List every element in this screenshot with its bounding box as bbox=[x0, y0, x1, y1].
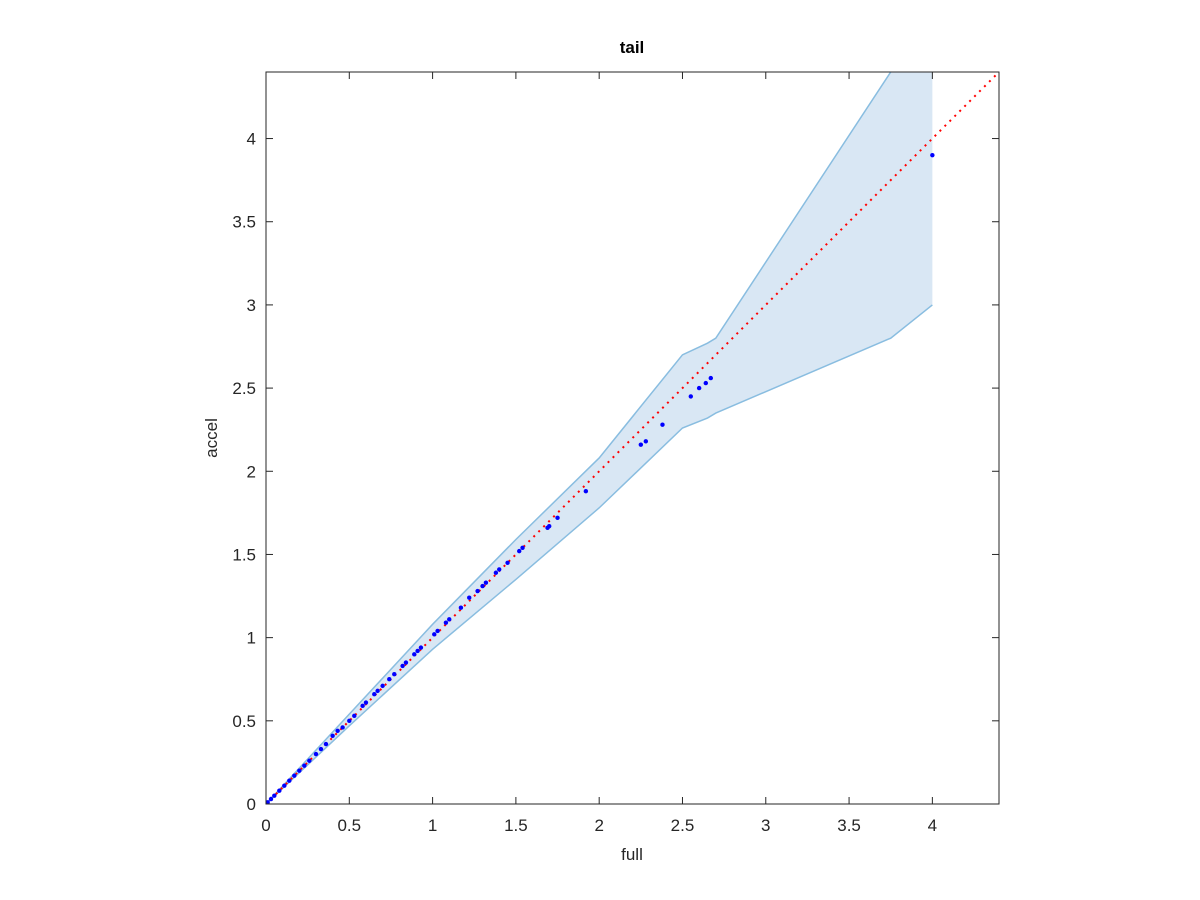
data-point bbox=[467, 595, 472, 600]
data-point bbox=[340, 725, 345, 730]
data-point bbox=[505, 560, 510, 565]
data-point bbox=[458, 605, 464, 610]
band-edge bbox=[266, 72, 892, 804]
y-tick-label: 2 bbox=[247, 462, 256, 481]
data-point bbox=[696, 385, 702, 391]
data-point bbox=[335, 728, 340, 733]
data-point bbox=[497, 567, 502, 572]
data-point bbox=[392, 672, 397, 677]
x-tick-label: 2 bbox=[594, 816, 603, 835]
data-point bbox=[435, 628, 440, 634]
data-point bbox=[323, 741, 329, 747]
data-point bbox=[703, 380, 708, 386]
data-point bbox=[347, 718, 352, 724]
data-point bbox=[302, 763, 307, 768]
data-point bbox=[363, 700, 369, 705]
x-tick-label: 1 bbox=[428, 816, 437, 835]
y-tick-label: 1.5 bbox=[232, 545, 256, 564]
data-point bbox=[318, 746, 324, 752]
data-point bbox=[282, 783, 287, 788]
data-point bbox=[387, 677, 392, 682]
y-tick-label: 2.5 bbox=[232, 379, 256, 398]
y-tick-label: 1 bbox=[247, 629, 256, 648]
confidence-band bbox=[266, 72, 933, 804]
data-point bbox=[643, 439, 649, 444]
data-point bbox=[375, 688, 380, 694]
x-tick-label: 3 bbox=[761, 816, 770, 835]
data-point bbox=[297, 768, 302, 773]
y-tick-label: 4 bbox=[247, 130, 256, 149]
x-tick-label: 0 bbox=[261, 816, 270, 835]
data-point bbox=[400, 663, 405, 669]
data-point bbox=[287, 778, 292, 783]
data-point bbox=[443, 620, 449, 625]
x-axis-label: full bbox=[621, 845, 643, 864]
data-point bbox=[517, 548, 522, 554]
data-point bbox=[380, 683, 385, 689]
data-point bbox=[403, 660, 409, 665]
chart-title: tail bbox=[620, 38, 645, 57]
data-point bbox=[555, 515, 560, 521]
x-tick-label: 0.5 bbox=[337, 816, 361, 835]
data-point bbox=[583, 489, 589, 494]
data-point bbox=[930, 152, 935, 158]
data-point bbox=[307, 758, 312, 763]
data-point bbox=[545, 525, 550, 531]
data-point bbox=[277, 788, 282, 793]
data-point bbox=[638, 442, 644, 447]
data-point bbox=[483, 580, 489, 585]
data-point bbox=[432, 632, 437, 637]
data-point bbox=[412, 652, 417, 657]
data-point bbox=[688, 394, 694, 399]
data-point bbox=[520, 545, 525, 550]
x-tick-label: 4 bbox=[928, 816, 937, 835]
data-point bbox=[266, 801, 269, 804]
data-point bbox=[660, 422, 665, 427]
data-point bbox=[352, 713, 357, 719]
data-point bbox=[708, 375, 713, 381]
axes-box bbox=[265, 71, 1000, 805]
data-point bbox=[447, 617, 452, 622]
x-tick-label: 2.5 bbox=[671, 816, 695, 835]
data-point bbox=[480, 583, 485, 589]
data-point bbox=[292, 773, 297, 778]
band-edge bbox=[266, 304, 933, 804]
data-point bbox=[330, 733, 335, 738]
data-point bbox=[360, 703, 365, 709]
data-point bbox=[415, 648, 420, 654]
y-tick-label: 0 bbox=[247, 795, 256, 814]
x-tick-label: 1.5 bbox=[504, 816, 528, 835]
data-point bbox=[493, 570, 499, 575]
y-tick-label: 3 bbox=[247, 296, 256, 315]
x-tick-label: 3.5 bbox=[837, 816, 861, 835]
data-point bbox=[268, 796, 274, 802]
y-tick-label: 3.5 bbox=[232, 213, 256, 232]
y-tick-label: 0.5 bbox=[232, 712, 256, 731]
data-point bbox=[313, 751, 319, 757]
data-point bbox=[475, 588, 480, 594]
data-point bbox=[418, 645, 424, 650]
data-point bbox=[272, 793, 277, 798]
data-point bbox=[372, 692, 377, 697]
y-axis-label: accel bbox=[202, 418, 221, 458]
plot-area bbox=[266, 72, 999, 804]
